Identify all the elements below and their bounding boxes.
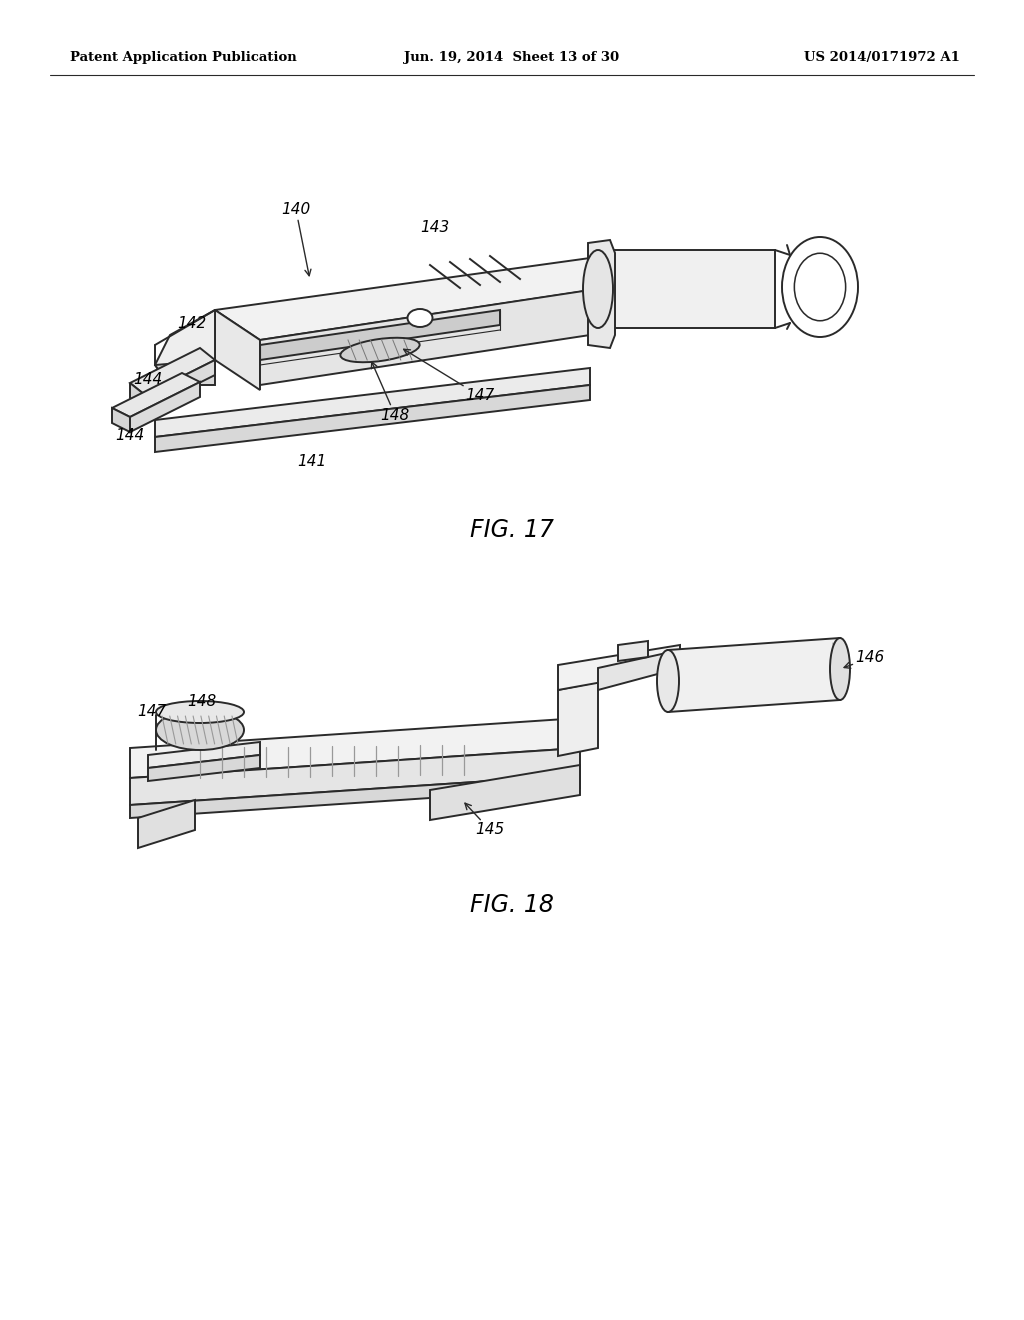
Text: 148: 148: [372, 362, 410, 422]
Polygon shape: [215, 310, 260, 389]
Text: 144: 144: [133, 372, 163, 388]
Polygon shape: [155, 310, 215, 385]
Text: 148: 148: [187, 694, 217, 710]
Polygon shape: [260, 290, 590, 385]
Ellipse shape: [657, 649, 679, 711]
Text: 142: 142: [177, 315, 207, 330]
Text: Patent Application Publication: Patent Application Publication: [70, 51, 297, 65]
Ellipse shape: [795, 253, 846, 321]
Text: 145: 145: [465, 803, 505, 837]
Polygon shape: [155, 360, 215, 385]
Ellipse shape: [156, 701, 244, 723]
Polygon shape: [215, 257, 625, 341]
Polygon shape: [558, 645, 680, 690]
Text: 146: 146: [844, 651, 885, 668]
Polygon shape: [130, 381, 200, 432]
Ellipse shape: [830, 638, 850, 700]
Polygon shape: [145, 360, 215, 411]
Polygon shape: [598, 649, 680, 690]
Text: 143: 143: [421, 220, 450, 235]
Polygon shape: [260, 310, 500, 360]
Polygon shape: [130, 775, 580, 818]
Text: 140: 140: [282, 202, 311, 276]
Polygon shape: [148, 755, 260, 781]
Polygon shape: [130, 383, 145, 411]
Polygon shape: [668, 638, 840, 711]
Ellipse shape: [156, 710, 244, 750]
Ellipse shape: [583, 249, 613, 327]
Polygon shape: [112, 408, 130, 432]
Polygon shape: [112, 374, 200, 417]
Text: 147: 147: [403, 350, 495, 404]
Polygon shape: [598, 249, 775, 327]
Polygon shape: [588, 240, 615, 348]
Ellipse shape: [340, 338, 420, 362]
Polygon shape: [558, 682, 598, 756]
Polygon shape: [430, 766, 580, 820]
Polygon shape: [130, 348, 215, 395]
Ellipse shape: [408, 309, 432, 327]
Polygon shape: [130, 748, 580, 805]
Polygon shape: [138, 800, 195, 847]
Text: 144: 144: [116, 428, 144, 442]
Ellipse shape: [782, 238, 858, 337]
Polygon shape: [155, 368, 590, 437]
Polygon shape: [148, 742, 260, 768]
Text: Jun. 19, 2014  Sheet 13 of 30: Jun. 19, 2014 Sheet 13 of 30: [404, 51, 620, 65]
Polygon shape: [155, 385, 590, 451]
Polygon shape: [618, 642, 648, 661]
Text: 147: 147: [137, 705, 167, 719]
Text: FIG. 17: FIG. 17: [470, 517, 554, 543]
Polygon shape: [130, 718, 580, 777]
Text: FIG. 18: FIG. 18: [470, 894, 554, 917]
Text: 141: 141: [297, 454, 327, 470]
Text: US 2014/0171972 A1: US 2014/0171972 A1: [804, 51, 961, 65]
